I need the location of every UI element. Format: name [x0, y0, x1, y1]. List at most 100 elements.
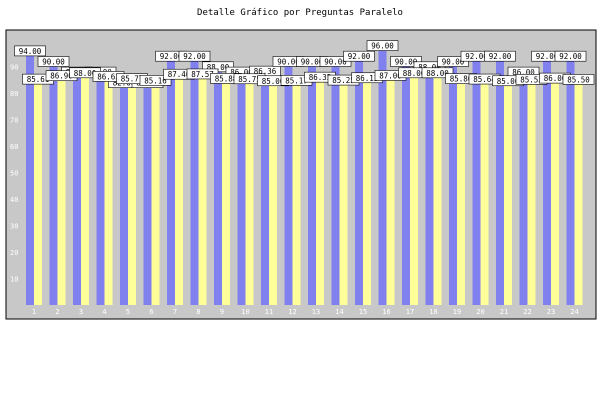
bar: [472, 61, 481, 306]
bar: [566, 61, 575, 306]
x-tick-label: 20: [476, 308, 484, 316]
bar: [292, 79, 301, 305]
data-label: 85.77: [121, 75, 144, 84]
bar: [143, 87, 152, 305]
data-label: 86.36: [254, 67, 277, 76]
bar: [222, 77, 230, 305]
chart-title: Detalle Gráfico por Preguntas Paralelo: [197, 8, 403, 18]
x-tick-label: 16: [382, 308, 390, 316]
data-label: 92.00: [559, 52, 582, 61]
bar: [120, 87, 128, 305]
data-label: 90.00: [277, 58, 300, 67]
data-label: 85.53: [520, 75, 543, 84]
x-tick-label: 3: [79, 308, 83, 316]
data-label: 92.00: [183, 52, 206, 61]
x-tick-label: 1: [32, 308, 36, 316]
bar: [34, 78, 42, 305]
data-label-box: [178, 50, 211, 62]
data-label: 85.00: [497, 77, 520, 86]
x-tick-label: 22: [523, 308, 531, 316]
data-label: 86.00: [512, 68, 535, 77]
x-tick-label: 21: [500, 308, 508, 316]
bar: [496, 61, 504, 306]
data-label-box: [562, 74, 595, 85]
y-tick-label: 50: [10, 170, 18, 178]
data-label-box: [139, 75, 172, 86]
bar: [26, 55, 34, 306]
y-tick-label: 70: [10, 117, 18, 125]
x-tick-label: 10: [241, 308, 249, 316]
bar: [331, 66, 340, 305]
y-tick-label: 60: [10, 143, 18, 151]
bar: [449, 66, 457, 305]
bar: [175, 73, 183, 305]
bar: [543, 61, 551, 306]
data-label: 86.00: [230, 68, 253, 77]
data-label: 85.61: [27, 75, 50, 84]
data-label: 88.00: [426, 69, 449, 78]
data-label: 90.00: [301, 58, 324, 67]
bar: [339, 79, 348, 306]
data-label: 92.00: [536, 52, 559, 61]
data-label: 85.88: [215, 74, 238, 83]
bar: [261, 76, 269, 305]
data-label-box: [421, 67, 454, 79]
bar: [214, 71, 222, 305]
y-tick-label: 30: [10, 223, 18, 231]
data-label: 85.17: [285, 76, 308, 85]
bar: [316, 76, 324, 305]
bar: [386, 74, 395, 305]
data-label: 88.00: [207, 63, 230, 72]
x-tick-label: 19: [453, 308, 461, 316]
bar: [308, 66, 316, 305]
data-label: 85.80: [450, 75, 473, 84]
data-label: 86.90: [50, 72, 73, 81]
data-label: 86.13: [356, 74, 379, 83]
data-label-box: [366, 40, 399, 51]
y-tick-label: 10: [10, 276, 18, 284]
x-tick-label: 17: [406, 308, 414, 316]
data-label: 94.00: [19, 47, 42, 56]
bar: [527, 78, 536, 306]
data-label: 87.46: [168, 70, 191, 79]
y-tick-label: 90: [10, 64, 18, 72]
x-tick-label: 9: [220, 308, 224, 316]
bar: [96, 77, 105, 305]
x-tick-label: 11: [265, 308, 273, 316]
data-label-box: [554, 50, 587, 62]
data-label-box: [37, 56, 70, 67]
bar: [104, 75, 113, 305]
bar: [425, 71, 434, 305]
data-label: 92.00: [348, 52, 371, 61]
y-tick-label: 80: [10, 90, 18, 98]
data-label: 86.00: [544, 74, 567, 83]
bar: [57, 74, 66, 305]
x-tick-label: 4: [102, 308, 106, 316]
data-label: 92.00: [465, 52, 488, 61]
x-tick-label: 13: [312, 308, 320, 316]
bar: [245, 77, 254, 305]
bar: [363, 76, 371, 306]
x-tick-label: 12: [288, 308, 296, 316]
bar: [49, 66, 58, 305]
x-tick-label: 18: [429, 308, 437, 316]
data-label: 86.63: [97, 72, 120, 81]
bar: [551, 77, 559, 305]
x-tick-label: 24: [570, 308, 578, 316]
data-label: 92.00: [489, 52, 512, 61]
y-tick-label: 40: [10, 196, 18, 204]
bar: [402, 66, 410, 305]
bar: [284, 66, 293, 305]
data-label-box: [390, 56, 422, 67]
data-label: 92.00: [160, 52, 183, 61]
x-tick-label: 6: [149, 308, 153, 316]
data-label: 85.64: [473, 75, 496, 84]
data-label: 85.75: [238, 75, 261, 84]
x-tick-label: 8: [196, 308, 200, 316]
x-tick-label: 5: [126, 308, 130, 316]
bar: [269, 79, 277, 305]
bar: [73, 77, 81, 305]
bar: [433, 71, 442, 305]
data-label: 88.00: [403, 69, 426, 78]
